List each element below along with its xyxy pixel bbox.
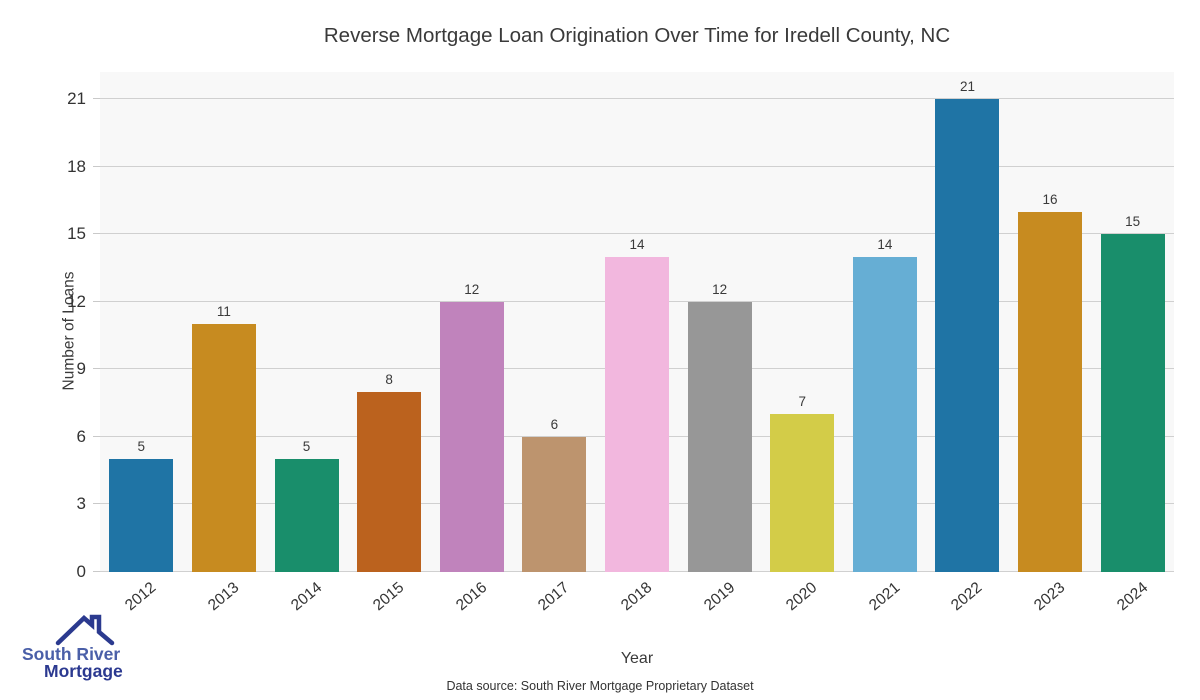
bar-2016: [439, 301, 504, 572]
bar-2019: [687, 301, 752, 572]
bar-value-label: 11: [216, 304, 231, 320]
bar-2017: [522, 436, 587, 572]
logo-line1: South River: [22, 644, 120, 664]
y-tick-label: 3: [76, 494, 86, 514]
bar-value-label: 7: [798, 394, 806, 410]
y-tick-label: 0: [76, 562, 86, 581]
gridline: [100, 98, 1174, 100]
bar-2021: [852, 256, 917, 572]
y-tick-label: 15: [67, 224, 86, 244]
x-axis-label: Year: [620, 650, 654, 667]
x-tick-label: 2019: [700, 579, 738, 615]
gridline: [100, 165, 1174, 167]
bar-2023: [1018, 211, 1083, 572]
bar-2020: [770, 414, 835, 572]
y-tick-mark: [93, 368, 100, 370]
bar-value-label: 21: [959, 79, 975, 95]
x-tick-label: 2024: [1113, 579, 1152, 615]
x-tick-label: 2022: [948, 579, 986, 615]
plot-area: 5 11 5 8 12 6 14 12 7 14 21 16 15: [100, 72, 1174, 572]
bar-2015: [357, 391, 422, 572]
x-tick-label: 2015: [370, 579, 408, 615]
bar-2022: [935, 99, 1000, 572]
gridline: [100, 233, 1174, 235]
y-tick-mark: [93, 503, 100, 505]
y-tick-mark: [93, 165, 100, 167]
bar-value-label: 12: [712, 281, 728, 297]
y-tick-label: 21: [67, 89, 86, 109]
bar-value-label: 14: [629, 236, 645, 252]
x-tick-label: 2018: [618, 579, 656, 615]
x-tick-label: 2016: [452, 579, 491, 615]
x-tick-label: 2017: [535, 579, 573, 615]
bar-value-label: 5: [137, 439, 146, 455]
logo-line2: Mortgage: [44, 661, 123, 681]
bar-value-label: 8: [385, 371, 393, 387]
bar-2014: [274, 459, 339, 572]
y-tick-mark: [93, 233, 100, 235]
bar-value-label: 12: [464, 281, 480, 297]
bar-value-label: 5: [302, 439, 311, 455]
house-roof-icon: [55, 614, 115, 646]
y-axis-ticks: 0 3 6 9 12 15 18 21: [0, 72, 100, 581]
bar-value-label: 6: [550, 416, 559, 432]
y-tick-label: 9: [76, 359, 86, 379]
bar-2013: [191, 324, 256, 572]
bar-2018: [605, 256, 669, 572]
south-river-mortgage-logo: South River Mortgage: [22, 614, 123, 681]
x-tick-label: 2013: [204, 579, 243, 615]
chart-title: Reverse Mortgage Loan Origination Over T…: [323, 24, 951, 47]
bar-2024: [1100, 234, 1165, 572]
y-tick-label: 12: [67, 291, 86, 311]
x-axis-ticks: 2012 2013 2014 2015 2016 2017 2018 2019 2020 2021…: [100, 572, 1174, 644]
bar-value-label: 14: [877, 236, 893, 252]
y-tick-mark: [93, 98, 100, 100]
data-source-note: Data source: South River Mortgage Propri…: [446, 679, 754, 693]
bar-2012: [109, 459, 174, 572]
y-tick-mark: [93, 435, 100, 437]
x-tick-label: 2023: [1031, 579, 1069, 615]
y-tick-mark: [93, 571, 100, 572]
bar-value-label: 16: [1042, 191, 1058, 207]
y-tick-label: 18: [67, 156, 86, 176]
y-tick-mark: [93, 300, 100, 302]
y-tick-label: 6: [76, 426, 86, 446]
bar-value-label: 15: [1125, 214, 1141, 230]
x-tick-label: 2020: [783, 579, 821, 615]
x-tick-label: 2014: [287, 579, 325, 615]
x-tick-label: 2021: [865, 579, 904, 615]
